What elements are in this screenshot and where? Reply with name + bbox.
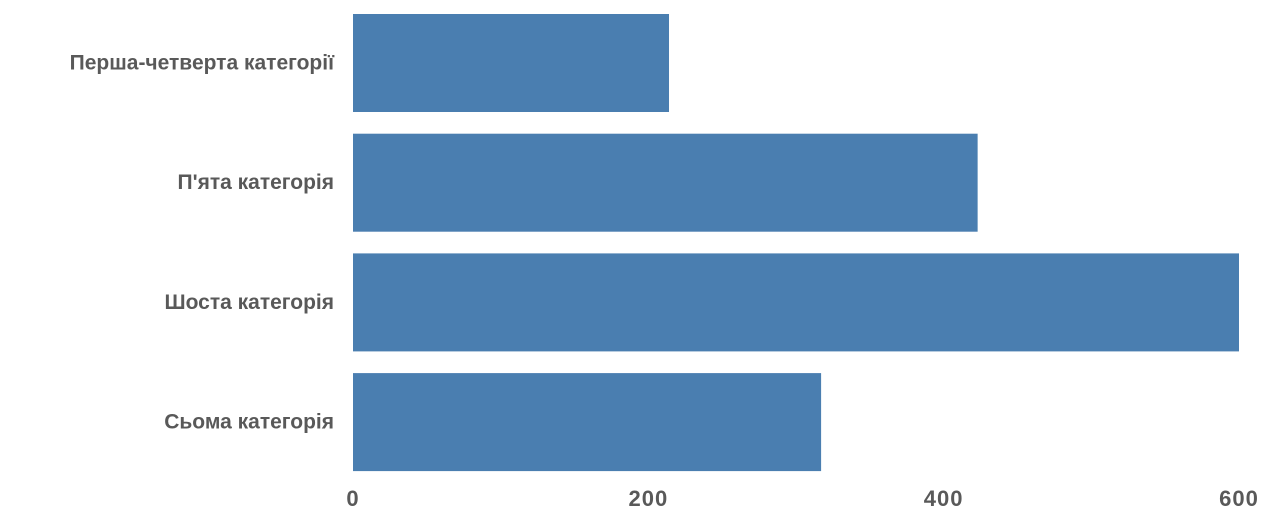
bar-3 — [353, 253, 1239, 352]
category-labels: Перша-четверта категорії П'ята категорія Ш… — [70, 52, 335, 434]
x-tick-label-4: 600 — [1219, 486, 1259, 509]
category-label-3: Шоста категорія — [165, 291, 335, 314]
bar-2 — [353, 133, 978, 232]
x-axis-ticks: 0 200 400 600 — [346, 486, 1259, 509]
x-tick-label-1: 0 — [346, 486, 359, 509]
bar-4 — [353, 373, 822, 472]
bar-1 — [353, 14, 670, 112]
category-label-4: Сьома категорія — [164, 411, 334, 434]
category-label-2: П'ята категорія — [177, 171, 334, 194]
x-tick-label-3: 400 — [924, 486, 964, 509]
x-tick-label-2: 200 — [628, 486, 668, 509]
category-label-1: Перша-четверта категорії — [70, 52, 335, 75]
bars-layer — [353, 14, 1239, 472]
